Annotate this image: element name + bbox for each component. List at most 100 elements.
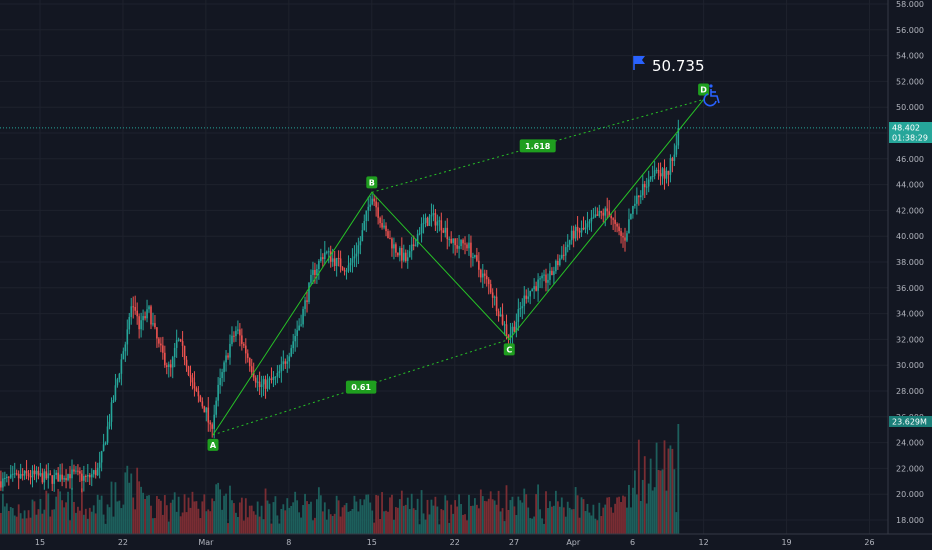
volume-bar <box>452 513 455 534</box>
volume-bar <box>55 496 58 534</box>
point-b-badge <box>366 176 378 189</box>
candle-body <box>458 246 460 249</box>
candle-body <box>483 273 486 276</box>
price-axis[interactable]: 18.00020.00022.00024.00026.00028.00030.0… <box>896 0 924 525</box>
volume-bar <box>310 501 312 534</box>
volume-bar <box>39 498 42 534</box>
volume-bar <box>343 505 346 534</box>
candle-body <box>570 230 573 241</box>
volume-bar <box>408 509 411 534</box>
ratio-bd-label-badge <box>519 139 556 153</box>
candle-body <box>361 230 364 242</box>
volume-bar <box>181 512 184 534</box>
volume-bar <box>416 498 419 534</box>
volume-bar <box>57 488 60 534</box>
volume-bar <box>440 509 443 534</box>
volume-bar <box>523 488 526 534</box>
candle-body <box>420 223 423 234</box>
harmonic-pattern[interactable]: 0.61 1.618 A B C D <box>207 83 710 451</box>
price-tick-label: 44.000 <box>896 181 924 190</box>
volume-bar <box>341 507 344 534</box>
volume-bar <box>142 492 144 534</box>
volume-bar <box>389 497 391 534</box>
volume-bar <box>626 507 628 534</box>
candle-body <box>513 326 516 332</box>
candle-body <box>511 326 514 334</box>
candle-body <box>422 222 425 224</box>
candle-body <box>412 244 415 247</box>
volume-bar <box>635 494 638 534</box>
volume-bar <box>515 515 518 534</box>
volume-bar <box>353 495 356 534</box>
target-annotation[interactable]: 50.735 <box>633 56 705 75</box>
volume-bar <box>163 495 166 534</box>
volume-bar <box>349 510 352 534</box>
candle-body <box>130 306 133 318</box>
candle-body <box>21 474 24 476</box>
volume-bar <box>608 497 611 534</box>
candle-body <box>288 356 291 362</box>
candle-body <box>647 179 650 187</box>
candle-body <box>213 414 215 429</box>
volume-bar <box>325 519 328 534</box>
candle-body <box>588 221 591 224</box>
volume-bar <box>385 510 387 534</box>
candle-body <box>327 251 330 253</box>
candle-body <box>655 169 658 171</box>
candle-body <box>197 391 200 397</box>
volume-bar <box>120 508 123 534</box>
volume-bar <box>65 502 67 534</box>
candle-body <box>367 206 370 211</box>
candle-body <box>67 474 69 481</box>
price-tick-label: 20.000 <box>896 490 924 499</box>
volume-bar <box>485 501 488 534</box>
candle-body <box>371 198 373 205</box>
volume-bar <box>106 504 109 534</box>
candle-body <box>643 183 646 188</box>
volume-bar <box>304 493 306 534</box>
volume-bar <box>556 501 559 534</box>
candle-body <box>55 472 57 476</box>
volume-bar <box>551 506 553 534</box>
candle-body <box>608 211 610 216</box>
candle-body <box>246 353 249 358</box>
price-tick-label: 40.000 <box>896 232 924 241</box>
volume-bar <box>521 502 524 534</box>
candle-body <box>424 217 427 223</box>
volume-bar <box>582 499 585 534</box>
candle-body <box>456 245 458 249</box>
price-axis-panel[interactable] <box>888 0 932 550</box>
candle-body <box>404 252 407 261</box>
volume-bar <box>464 514 466 534</box>
volume-bar <box>209 511 212 534</box>
candle-body <box>399 247 401 256</box>
candle-body <box>189 375 192 378</box>
volume-bar <box>574 487 577 534</box>
candle-body <box>320 257 322 261</box>
volume-bar <box>300 517 302 534</box>
price-tick-label: 22.000 <box>896 464 924 473</box>
price-tick-label: 30.000 <box>896 361 924 370</box>
candle-body <box>383 225 385 228</box>
volume-bar <box>49 516 52 534</box>
volume-bar <box>489 491 492 534</box>
time-axis[interactable]: 15 22 Mar 8 15 22 27 Apr 6 12 19 26 <box>35 538 875 547</box>
volume-bar <box>600 516 603 534</box>
volume-bar <box>377 495 380 534</box>
candle-body <box>7 476 10 478</box>
volume-bar <box>422 513 425 534</box>
candle-body <box>179 339 182 342</box>
volume-bar <box>179 516 182 534</box>
volume-bar <box>21 518 24 534</box>
candle-body <box>531 289 533 291</box>
candle-body <box>142 316 144 321</box>
volume-bar <box>266 500 269 534</box>
candle-body <box>375 201 377 208</box>
volume-bar <box>637 439 640 534</box>
volume-bar <box>138 481 141 534</box>
volume-bar <box>308 504 310 534</box>
candle-body <box>211 424 214 429</box>
volume-bar <box>73 501 75 534</box>
candle-body <box>33 470 36 475</box>
